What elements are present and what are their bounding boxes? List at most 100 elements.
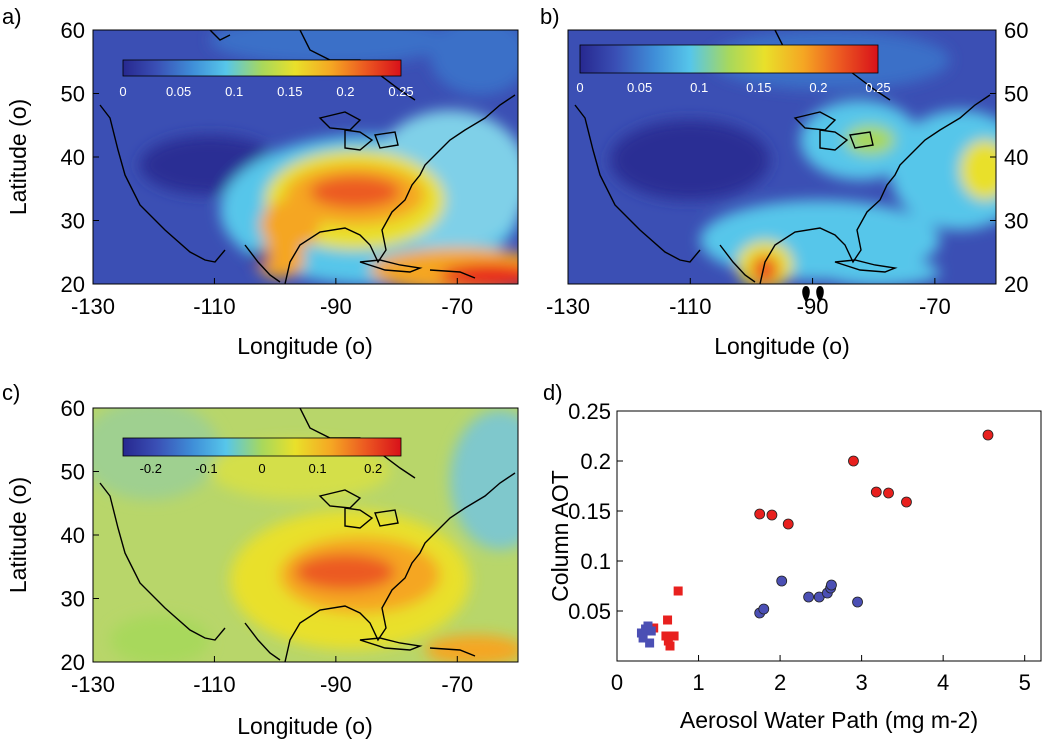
y-tick-label: 20 [61,650,85,675]
panel-b-label: b) [540,4,560,29]
x-tick-label: -110 [193,672,235,697]
panel-b: b) [540,4,1028,359]
x-tick-label: -90 [320,294,352,319]
colorbar-tick-label: 0.05 [166,84,191,99]
panel-b-colorbar: 0 0.05 0.1 0.15 0.2 0.25 [576,44,891,95]
y-tick-label: 0.2 [580,449,611,474]
colorbar-tick-label: 0 [119,84,126,99]
x-tick-label: 2 [774,670,786,695]
scatter-point [803,591,815,603]
scatter-point [754,508,766,520]
x-tick-label: 1 [692,670,704,695]
x-tick-label: 3 [855,670,867,695]
x-tick-label: -130 [71,672,115,697]
colorbar-tick-label: 0 [258,461,265,476]
y-tick-label: 60 [61,396,85,421]
colorbar-tick-label: 0.1 [225,84,243,99]
x-tick-label: -70 [919,294,951,319]
scatter-point [645,638,655,648]
scatter-point [901,496,912,508]
colorbar-tick-label: 0 [576,80,583,95]
scatter-point [758,603,770,615]
panel-a-xlabel: Longitude (o) [237,333,373,359]
scatter-point [669,631,679,641]
colorbar-tick-label: -0.1 [195,461,217,476]
x-tick-label: -130 [546,294,590,319]
panel-a: a) [2,4,519,359]
y-tick-label: 50 [1004,82,1028,107]
y-tick-label: 40 [61,145,85,170]
y-tick-label: 30 [61,209,85,234]
x-tick-label: -130 [71,294,115,319]
y-tick-label: 30 [1004,209,1028,234]
scatter-point [665,641,675,651]
colorbar-tick-label: 0.15 [746,80,771,95]
panel-d-label: d) [543,380,563,405]
x-tick-label: -70 [441,294,473,319]
panel-c-xlabel: Longitude (o) [237,713,373,739]
panel-d-frame [616,410,1042,662]
colorbar-tick-label: 0.25 [865,80,890,95]
scatter-point [646,626,656,636]
y-tick-label: 0.1 [580,549,611,574]
colorbar-tick-label: 0.1 [309,461,327,476]
scatter-point [982,429,994,441]
scatter-point [782,518,794,530]
scatter-point [663,615,673,625]
y-tick-label: 60 [61,18,85,43]
colorbar-tick-label: 0.15 [277,84,302,99]
y-tick-label: 30 [61,587,85,612]
y-tick-label: 50 [61,460,85,485]
panel-c-ylabel: Latitude (o) [5,477,31,593]
scatter-point [643,621,653,631]
panel-d-ylabel: Column AOT [547,470,573,602]
panel-a-colorbar: 0 0.05 0.1 0.15 0.2 0.25 [119,59,414,99]
panel-c: c) [2,380,519,739]
scatter-point [848,455,859,467]
y-tick-label: 0.05 [568,599,611,624]
scatter-point [766,509,778,521]
scatter-point [883,487,894,499]
colorbar-tick-label: 0.2 [336,84,354,99]
y-tick-label: 60 [1004,18,1028,43]
scatter-point [870,486,882,498]
x-tick-label: -110 [669,294,711,319]
scatter-point [852,596,863,608]
y-tick-label: 20 [1004,272,1028,297]
x-tick-label: -70 [441,672,473,697]
panel-a-ylabel: Latitude (o) [5,99,31,215]
panel-d-xlabel: Aerosol Water Path (mg m-2) [680,707,978,733]
scatter-point [663,636,673,646]
y-tick-label: 0.15 [568,499,611,524]
panel-c-label: c) [2,380,20,405]
scatter-point [661,631,671,641]
x-tick-label: 0 [611,670,623,695]
colorbar-tick-label: 0.2 [809,80,827,95]
scatter-point [673,586,683,596]
y-tick-label: 0.25 [568,399,611,424]
y-tick-label: 40 [61,523,85,548]
x-tick-label: -110 [193,294,235,319]
colorbar-tick-label: -0.2 [140,461,162,476]
x-tick-label: -90 [797,294,829,319]
colorbar-tick-label: 0.2 [364,461,382,476]
x-tick-label: 4 [937,670,949,695]
scatter-point [826,579,837,591]
y-tick-label: 20 [61,272,85,297]
colorbar-tick-label: 0.1 [690,80,708,95]
y-tick-label: 40 [1004,145,1028,170]
panel-c-colorbar: -0.2 -0.1 0 0.1 0.2 [122,437,402,476]
panel-b-markers [802,286,824,302]
colorbar-tick-label: 0.05 [627,80,652,95]
x-tick-label: -90 [320,672,352,697]
x-tick-label: 5 [1019,670,1031,695]
panel-a-label: a) [2,4,22,29]
panel-a-map-field [93,30,518,284]
y-tick-label: 50 [61,82,85,107]
colorbar-tick-label: 0.25 [388,84,413,99]
panel-d: d) 0 1 2 3 4 5 0.05 0.1 0.15 0.2 0.25 Aerosol Wate… [543,380,1042,733]
panel-b-xlabel: Longitude (o) [714,333,850,359]
scatter-point [776,575,788,587]
scatter-point [638,633,648,643]
